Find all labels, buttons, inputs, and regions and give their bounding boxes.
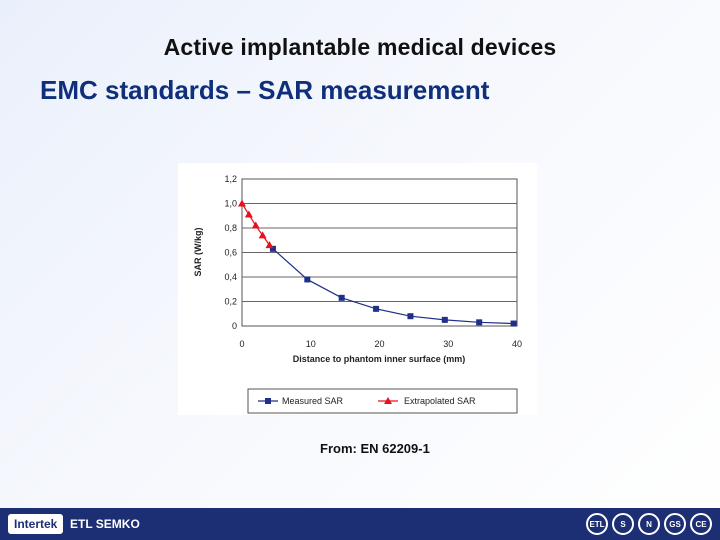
y-tick-label: 0,8 — [224, 223, 237, 233]
data-point-extrapolated — [265, 241, 274, 249]
data-point-extrapolated — [251, 221, 260, 229]
gs-mark-icon: GS — [664, 513, 686, 535]
etl-mark-icon: ETL — [586, 513, 608, 535]
x-axis-label: Distance to phantom inner surface (mm) — [293, 354, 466, 364]
x-tick-label: 40 — [512, 339, 522, 349]
footer-bar: Intertek ETL SEMKO ETL S N GS CE — [0, 508, 720, 540]
data-point-measured — [304, 276, 311, 283]
chart-panel: 0 0,2 0,4 0,6 0,8 1,0 1,2 0 10 20 30 40 SAR (W/kg)… — [178, 163, 537, 415]
y-tick-label: 0,2 — [224, 297, 237, 307]
sar-chart: 0 0,2 0,4 0,6 0,8 1,0 1,2 0 10 20 30 40 SAR (W/kg)… — [193, 174, 522, 414]
s-mark-icon: S — [612, 513, 634, 535]
series-line-measured — [272, 248, 514, 325]
data-point-measured — [441, 316, 448, 323]
y-tick-label: 1,0 — [224, 199, 237, 209]
x-tick-label: 30 — [443, 339, 453, 349]
y-tick-label: 1,2 — [224, 174, 237, 184]
legend-label-extrapolated: Extrapolated SAR — [404, 396, 476, 406]
data-point-extrapolated — [244, 210, 253, 218]
data-point-measured — [476, 319, 483, 326]
y-axis-label: SAR (W/kg) — [193, 228, 203, 277]
data-point-extrapolated — [238, 199, 246, 207]
x-tick-label: 20 — [374, 339, 384, 349]
x-tick-label: 0 — [239, 339, 244, 349]
certification-marks: ETL S N GS CE — [586, 513, 712, 535]
legend-label-measured: Measured SAR — [282, 396, 344, 406]
source-caption: From: EN 62209-1 — [320, 441, 430, 456]
data-point-measured — [338, 294, 345, 301]
legend-marker-extrapolated — [384, 397, 392, 404]
slide-title: Active implantable medical devices — [163, 34, 557, 60]
data-point-measured — [510, 320, 517, 327]
y-tick-label: 0,6 — [224, 248, 237, 258]
n-mark-icon: N — [638, 513, 660, 535]
data-point-measured — [407, 313, 414, 320]
legend-marker-measured — [265, 398, 271, 404]
data-point-extrapolated — [258, 231, 267, 239]
y-tick-label: 0,4 — [224, 272, 237, 282]
ce-mark-icon: CE — [690, 513, 712, 535]
etl-semko-logo: ETL SEMKO — [70, 517, 140, 531]
x-tick-label: 10 — [306, 339, 316, 349]
data-point-measured — [269, 245, 276, 252]
intertek-logo: Intertek — [8, 514, 64, 534]
y-tick-label: 0 — [232, 321, 237, 331]
slide-subtitle: EMC standards – SAR measurement — [40, 75, 490, 105]
data-point-measured — [373, 305, 380, 312]
legend: Measured SAR Extrapolated SAR — [247, 388, 518, 414]
